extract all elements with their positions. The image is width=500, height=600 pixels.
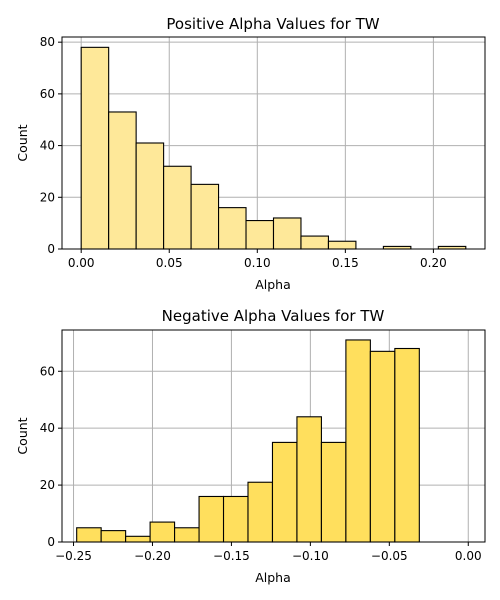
y-tick-label: 60 xyxy=(40,364,55,378)
histogram-bar xyxy=(271,441,298,543)
histogram-bar xyxy=(198,495,225,543)
chart-negative-alpha: Negative Alpha Values for TW −0.25 −0.20 −… xyxy=(15,307,486,585)
histogram-bar xyxy=(135,142,165,250)
histogram-bar xyxy=(163,165,192,250)
x-tick-label: −0.25 xyxy=(55,549,92,563)
histogram-bar xyxy=(222,495,249,543)
histogram-bar xyxy=(245,220,275,250)
chart-title: Positive Alpha Values for TW xyxy=(166,15,379,33)
x-tick-label: −0.15 xyxy=(213,549,250,563)
x-axis-label: Alpha xyxy=(255,570,291,585)
x-tick-label: 0.00 xyxy=(68,256,95,270)
histogram-bar xyxy=(394,347,420,543)
y-axis-label: Count xyxy=(15,417,30,454)
x-axis-label: Alpha xyxy=(255,277,291,292)
histogram-bar xyxy=(80,46,110,250)
x-tick-label: −0.20 xyxy=(134,549,171,563)
y-tick-label: 0 xyxy=(47,535,55,549)
histogram-bar xyxy=(149,521,176,543)
x-tick-label: 0.15 xyxy=(332,256,359,270)
chart-title: Negative Alpha Values for TW xyxy=(162,307,385,325)
chart-positive-alpha: Positive Alpha Values for TW 0.00 0.05 0.1… xyxy=(15,15,486,292)
y-tick-label: 20 xyxy=(40,190,55,204)
y-tick-label: 20 xyxy=(40,478,55,492)
histogram-bar xyxy=(300,235,329,250)
histogram-bar xyxy=(125,535,151,543)
y-tick-label: 80 xyxy=(40,35,55,49)
histogram-bar xyxy=(369,350,396,543)
y-axis-label: Count xyxy=(15,124,30,161)
x-tick-label: −0.10 xyxy=(292,549,329,563)
histogram-bar xyxy=(174,527,200,543)
y-tick-label: 40 xyxy=(40,139,55,153)
x-tick-label: 0.10 xyxy=(244,256,271,270)
histogram-bar xyxy=(247,481,274,543)
y-tick-label: 0 xyxy=(47,242,55,256)
x-tick-label: 0.00 xyxy=(455,549,482,563)
x-tick-label: 0.20 xyxy=(420,256,447,270)
histogram-bar xyxy=(296,416,322,543)
histogram-bar xyxy=(345,339,371,543)
histogram-bar xyxy=(190,183,220,250)
histogram-bar xyxy=(272,217,302,250)
axes-frame xyxy=(61,36,486,250)
axes-frame xyxy=(61,329,486,543)
y-tick-label: 40 xyxy=(40,421,55,435)
histogram-bar xyxy=(108,111,137,250)
y-tick-label: 60 xyxy=(40,87,55,101)
histogram-bar xyxy=(76,527,102,543)
histogram-bar xyxy=(100,530,127,543)
histogram-bar xyxy=(218,207,247,250)
x-tick-label: −0.05 xyxy=(371,549,408,563)
histogram-bar xyxy=(320,441,347,543)
histogram-bar xyxy=(327,240,357,250)
x-tick-label: 0.05 xyxy=(156,256,183,270)
